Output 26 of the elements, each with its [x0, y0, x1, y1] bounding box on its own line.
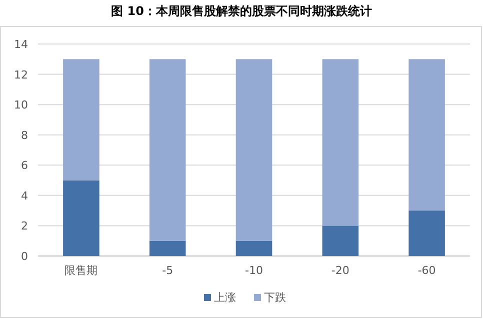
x-tick-label: -60 — [418, 264, 436, 277]
y-tick-label: 0 — [21, 250, 28, 263]
y-tick-label: 4 — [21, 189, 28, 202]
bar — [63, 59, 100, 180]
chart-title: 图 10：本周限售股解禁的股票不同时期涨跌统计 — [111, 4, 372, 18]
bar — [408, 59, 445, 211]
bar — [236, 59, 272, 241]
bar — [149, 240, 186, 256]
x-tick-label: -20 — [331, 264, 350, 277]
bar — [408, 210, 445, 256]
x-tick-label: -5 — [162, 264, 174, 277]
y-tick-label: 10 — [14, 98, 28, 112]
x-tick-label: 限售期 — [64, 264, 98, 277]
bar — [236, 240, 272, 256]
bar — [322, 59, 359, 226]
bar — [63, 180, 100, 256]
y-tick-label: 8 — [21, 128, 28, 142]
legend-label: 下跌 — [264, 291, 286, 304]
y-tick-label: 14 — [14, 38, 28, 51]
y-tick-label: 2 — [21, 220, 28, 233]
y-tick-label: 6 — [21, 159, 28, 172]
bar — [322, 226, 359, 256]
legend-label: 上涨 — [214, 291, 236, 304]
y-tick-label: 12 — [14, 68, 28, 82]
x-tick-label: -10 — [245, 264, 263, 277]
bar — [149, 59, 186, 241]
